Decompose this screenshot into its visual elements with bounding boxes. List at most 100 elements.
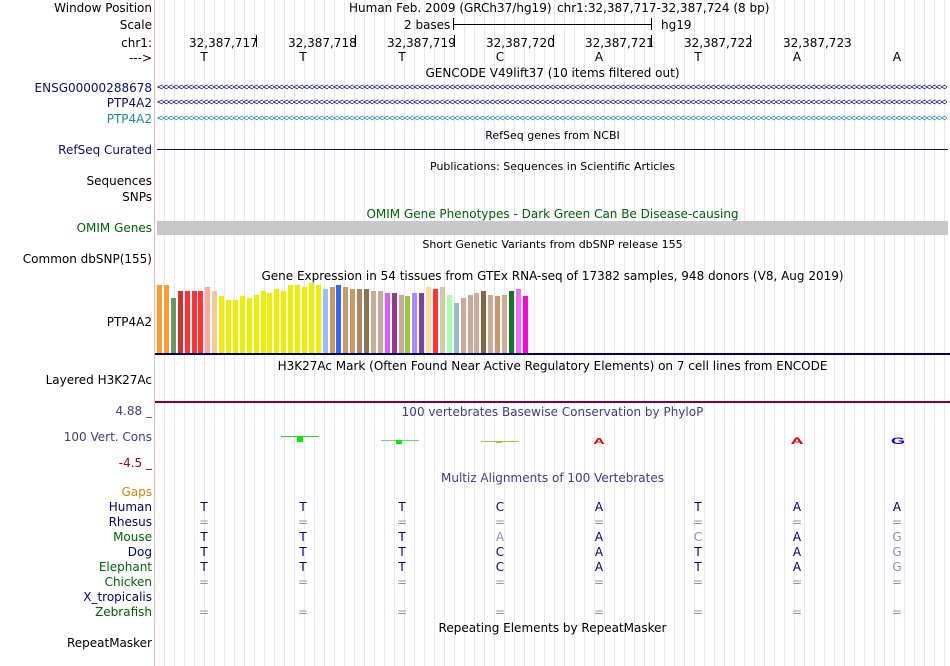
gtex-tissue-bar[interactable] <box>246 298 252 353</box>
refseq-track-title[interactable]: RefSeq genes from NCBI <box>485 129 620 142</box>
species-label[interactable]: Dog <box>127 545 152 559</box>
cons-mark-2 <box>381 440 419 444</box>
gtex-tissue-bar[interactable] <box>267 293 273 353</box>
gtex-tissue-bar[interactable] <box>377 291 383 353</box>
gtex-tissue-bar[interactable] <box>508 291 514 353</box>
gtex-tissue-bar[interactable] <box>370 291 376 353</box>
gtex-tissue-bar[interactable] <box>184 291 190 353</box>
gtex-tissue-bar[interactable] <box>322 289 328 353</box>
gtex-tissue-bar[interactable] <box>460 298 466 353</box>
alignment-base: T <box>299 545 307 559</box>
gtex-tissue-bar[interactable] <box>198 291 204 353</box>
gtex-tissue-bar[interactable] <box>488 295 494 353</box>
coordinate-label: 32,387,721 <box>585 36 654 50</box>
gtex-track-title[interactable]: Gene Expression in 54 tissues from GTEx … <box>261 269 844 283</box>
gtex-tissue-bar[interactable] <box>288 285 294 353</box>
h3k27ac-track-title[interactable]: H3K27Ac Mark (Often Found Near Active Re… <box>277 359 828 373</box>
species-label[interactable]: Mouse <box>113 530 152 544</box>
gtex-tissue-bar[interactable] <box>405 296 411 353</box>
gtex-tissue-bar[interactable] <box>481 291 487 353</box>
h3k27ac-label[interactable]: Layered H3K27Ac <box>45 373 152 387</box>
gtex-tissue-bar[interactable] <box>205 287 211 353</box>
conservation-label[interactable]: 100 Vert. Cons <box>63 430 152 444</box>
gtex-tissue-bar[interactable] <box>177 291 183 353</box>
gene-label-ptp4a2-2[interactable]: PTP4A2 <box>106 112 152 126</box>
gtex-tissue-bar[interactable] <box>446 295 452 353</box>
repeatmasker-track-title[interactable]: Repeating Elements by RepeatMasker <box>438 621 667 635</box>
species-label[interactable]: Rhesus <box>108 515 152 529</box>
gtex-tissue-bar[interactable] <box>357 289 363 353</box>
gtex-tissue-bar[interactable] <box>336 285 342 353</box>
gtex-tissue-bar[interactable] <box>474 293 480 353</box>
cons-logo-g: G <box>891 436 905 446</box>
sequences-label[interactable]: Sequences <box>86 174 152 188</box>
gtex-tissue-bar[interactable] <box>260 291 266 353</box>
gtex-tissue-bar[interactable] <box>329 287 335 353</box>
gtex-tissue-bar[interactable] <box>495 296 501 353</box>
gtex-tissue-bar[interactable] <box>426 287 432 353</box>
gtex-tissue-bar[interactable] <box>315 285 321 353</box>
gtex-tissue-bar[interactable] <box>308 283 314 353</box>
repeatmasker-label[interactable]: RepeatMasker <box>66 636 152 650</box>
alignment-base: T <box>398 560 406 574</box>
gtex-tissue-bar[interactable] <box>439 287 445 353</box>
gtex-tissue-bar[interactable] <box>295 285 300 353</box>
multiz-track-title[interactable]: Multiz Alignments of 100 Vertebrates <box>440 471 665 485</box>
gtex-tissue-bar[interactable] <box>157 285 162 353</box>
alignment-base: = <box>198 575 210 589</box>
snps-label[interactable]: SNPs <box>122 190 152 204</box>
gtex-tissue-bar[interactable] <box>502 295 507 353</box>
gtex-tissue-bar[interactable] <box>226 300 231 353</box>
gtex-bar-chart[interactable] <box>157 283 948 353</box>
omim-feature[interactable] <box>157 221 948 235</box>
gaps-label[interactable]: Gaps <box>121 485 152 499</box>
gtex-tissue-bar[interactable] <box>350 289 356 353</box>
gtex-tissue-bar[interactable] <box>364 289 369 353</box>
gene-label-ensg[interactable]: ENSG00000288678 <box>34 81 152 95</box>
gencode-track-title[interactable]: GENCODE V49lift37 (10 items filtered out… <box>425 66 680 80</box>
gtex-tissue-bar[interactable] <box>343 287 349 353</box>
gtex-gene-label[interactable]: PTP4A2 <box>106 315 152 329</box>
gtex-tissue-bar[interactable] <box>212 291 218 353</box>
alignment-base: = <box>692 605 704 619</box>
dbsnp-track-title[interactable]: Short Genetic Variants from dbSNP releas… <box>422 238 683 251</box>
gtex-tissue-bar[interactable] <box>467 295 473 353</box>
conservation-plot[interactable]: A A G <box>155 420 950 460</box>
position-readout[interactable]: chr1:32,387,717-32,387,724 (8 bp) <box>557 1 770 15</box>
gtex-tissue-bar[interactable] <box>398 295 404 353</box>
species-label[interactable]: Chicken <box>104 575 152 589</box>
gtex-tissue-bar[interactable] <box>163 285 169 353</box>
gtex-tissue-bar[interactable] <box>522 296 528 353</box>
publications-track-title[interactable]: Publications: Sequences in Scientific Ar… <box>430 160 675 173</box>
gtex-tissue-bar[interactable] <box>191 291 197 353</box>
gtex-tissue-bar[interactable] <box>515 289 521 353</box>
species-label[interactable]: X_tropicalis <box>83 590 152 604</box>
omim-track-title[interactable]: OMIM Gene Phenotypes - Dark Green Can Be… <box>366 207 739 221</box>
gtex-tissue-bar[interactable] <box>391 293 397 353</box>
gtex-tissue-bar[interactable] <box>281 291 287 353</box>
gene-feature-ensg[interactable]: <<<<<<<<<<<<<<<<<<<<<<<<<<<<<<<<<<<<<<<<… <box>157 82 947 93</box>
gtex-tissue-bar[interactable] <box>170 298 176 353</box>
gene-label-ptp4a2-1[interactable]: PTP4A2 <box>106 96 152 110</box>
gtex-tissue-bar[interactable] <box>274 289 280 353</box>
gtex-tissue-bar[interactable] <box>453 303 459 353</box>
gtex-tissue-bar[interactable] <box>239 296 245 353</box>
omim-label[interactable]: OMIM Genes <box>76 221 152 235</box>
gtex-tissue-bar[interactable] <box>412 293 418 353</box>
gtex-tissue-bar[interactable] <box>433 289 438 353</box>
dbsnp-label[interactable]: Common dbSNP(155) <box>22 252 152 266</box>
species-label[interactable]: Zebrafish <box>95 605 152 619</box>
gtex-tissue-bar[interactable] <box>232 300 238 353</box>
gene-feature-ptp4a2-1[interactable]: <<<<<<<<<<<<<<<<<<<<<<<<<<<<<<<<<<<<<<<<… <box>157 97 947 108</box>
gtex-tissue-bar[interactable] <box>419 293 425 353</box>
gtex-tissue-bar[interactable] <box>219 296 225 353</box>
gtex-tissue-bar[interactable] <box>301 287 307 353</box>
conservation-track-title[interactable]: 100 vertebrates Basewise Conservation by… <box>401 405 704 419</box>
species-label[interactable]: Elephant <box>98 560 152 574</box>
refseq-label[interactable]: RefSeq Curated <box>58 143 152 157</box>
refseq-line[interactable] <box>157 149 948 150</box>
gene-feature-ptp4a2-2[interactable]: <<<<<<<<<<<<<<<<<<<<<<<<<<<<<<<<<<<<<<<<… <box>157 113 947 124</box>
gtex-tissue-bar[interactable] <box>253 295 259 353</box>
gtex-tissue-bar[interactable] <box>384 293 390 353</box>
species-label[interactable]: Human <box>108 500 152 514</box>
